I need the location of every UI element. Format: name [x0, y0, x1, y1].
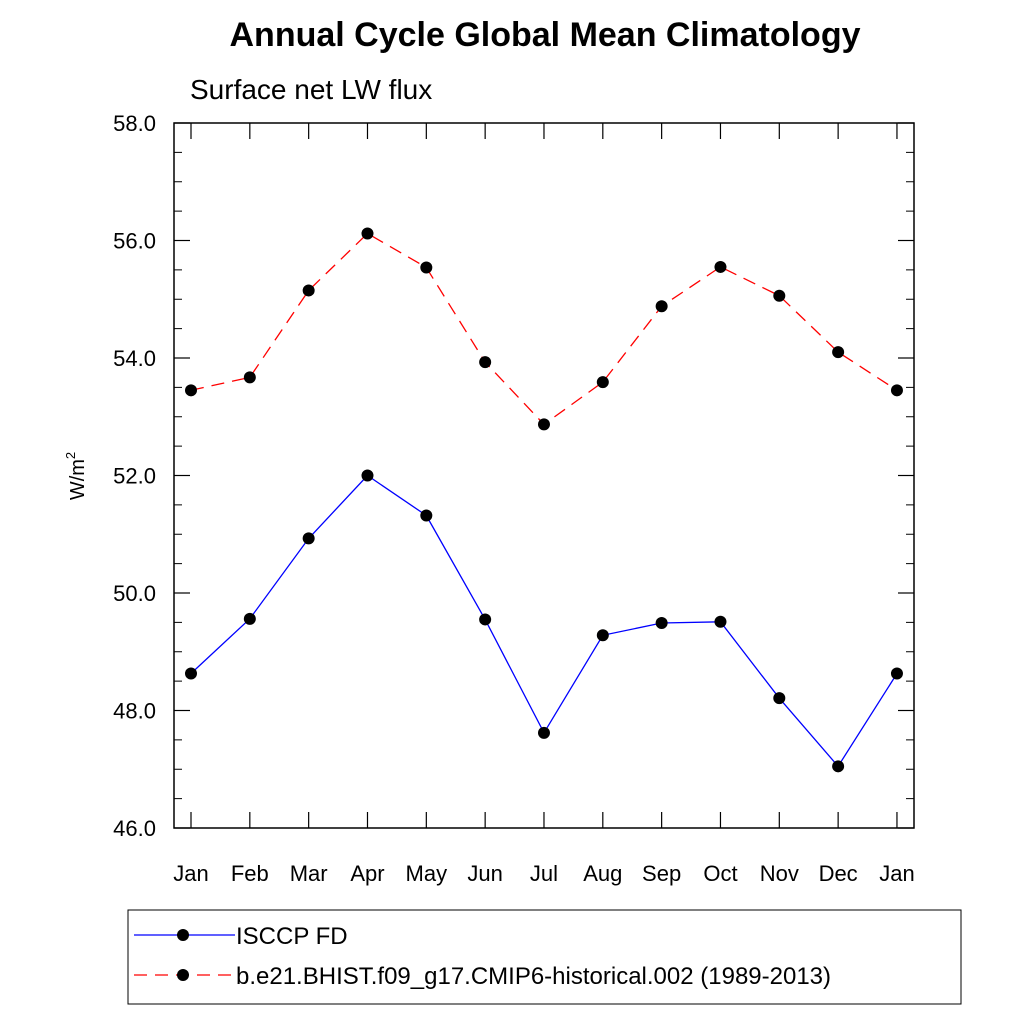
legend-marker-isccp [177, 929, 189, 941]
legend-label-cmip6: b.e21.BHIST.f09_g17.CMIP6-historical.002… [236, 963, 831, 990]
data-point-s1-3 [361, 469, 374, 482]
legend-entry-isccp: ISCCP FD [134, 923, 348, 950]
data-point-s1-0 [185, 667, 197, 680]
data-point-s1-4 [420, 509, 433, 522]
x-tick-labels: Jan Feb Mar Apr May Jun Jul Aug Sep Oct Nov Dec Jan [173, 861, 914, 886]
data-point-s2-6 [537, 418, 550, 431]
data-point-s2-7 [596, 376, 609, 389]
data-point-s1-6 [537, 726, 550, 739]
data-point-s2-2 [302, 284, 315, 297]
data-point-s2-9 [714, 260, 727, 273]
x-tick-label: Nov [760, 861, 799, 886]
y-axis-label-text: W/m [67, 459, 89, 500]
x-tick-label: Jan [879, 861, 914, 886]
y-tick-label: 50.0 [113, 581, 156, 606]
legend-box [127, 909, 962, 1005]
data-point-s1-2 [302, 532, 315, 545]
data-point-s2-3 [361, 227, 374, 240]
data-point-s1-9 [714, 615, 727, 628]
series-layer [185, 227, 903, 773]
x-tick-label: Apr [350, 861, 384, 886]
plot-frame [173, 122, 915, 829]
y-tick-label: 56.0 [113, 229, 156, 254]
data-point-s1-5 [479, 613, 492, 626]
legend-label-isccp: ISCCP FD [236, 923, 348, 950]
x-tick-label: Jan [173, 861, 208, 886]
y-axis-label-superscript: 2 [63, 452, 78, 459]
data-point-s1-11 [832, 760, 845, 773]
chart-title: Annual Cycle Global Mean Climatology [230, 16, 861, 54]
data-point-s2-0 [185, 384, 197, 397]
y-tick-labels: 46.0 48.0 50.0 52.0 54.0 56.0 58.0 [113, 111, 156, 841]
x-tick-label: Dec [819, 861, 858, 886]
data-point-s2-4 [420, 261, 433, 274]
x-tick-label: May [406, 861, 448, 886]
data-point-s2-10 [773, 289, 786, 302]
data-point-s2-8 [655, 300, 668, 313]
data-point-s2-5 [479, 356, 492, 369]
data-point-s2-1 [243, 371, 256, 384]
data-point-s1-12 [890, 667, 903, 680]
data-point-s2-12 [890, 384, 903, 397]
y-tick-label: 48.0 [113, 699, 156, 724]
data-point-s1-1 [243, 612, 256, 625]
y-axis-label: W/m2 [63, 452, 89, 500]
axis-ticks [174, 122, 914, 829]
chart-subtitle: Surface net LW flux [190, 74, 432, 105]
y-tick-label: 54.0 [113, 346, 156, 371]
y-tick-label: 46.0 [113, 816, 156, 841]
data-point-s1-10 [773, 692, 786, 705]
x-tick-label: Mar [290, 861, 328, 886]
x-tick-label: Jun [467, 861, 502, 886]
x-tick-label: Feb [231, 861, 269, 886]
x-tick-label: Aug [583, 861, 622, 886]
data-point-s2-11 [832, 346, 845, 359]
x-tick-label: Oct [703, 861, 737, 886]
data-point-s1-7 [596, 629, 609, 642]
legend-marker-cmip6 [177, 969, 189, 981]
legend-entry-cmip6: b.e21.BHIST.f09_g17.CMIP6-historical.002… [134, 963, 831, 990]
svg-text:W/m2: W/m2 [63, 452, 89, 500]
y-tick-label: 52.0 [113, 464, 156, 489]
x-tick-label: Jul [530, 861, 558, 886]
x-tick-label: Sep [642, 861, 681, 886]
series-line-2 [190, 232, 898, 426]
series-line-1 [190, 474, 898, 768]
y-tick-label: 58.0 [113, 111, 156, 136]
data-point-s1-8 [655, 616, 668, 629]
